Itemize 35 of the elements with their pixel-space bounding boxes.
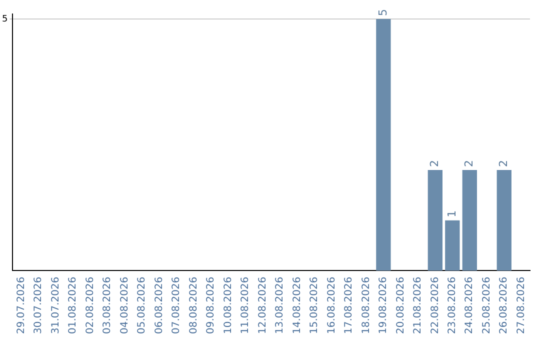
- x-tick-label: 12.08.2026: [257, 276, 268, 334]
- data-label: 2: [428, 160, 442, 168]
- x-tick-label: 16.08.2026: [326, 276, 338, 334]
- x-tick-label: 24.08.2026: [464, 276, 476, 334]
- x-tick-label: 18.08.2026: [360, 276, 372, 334]
- data-label: 2: [462, 160, 476, 168]
- x-tick-label: 14.08.2026: [292, 276, 303, 334]
- x-tick-label: 04.08.2026: [119, 276, 130, 334]
- x-tick-label: 06.08.2026: [154, 276, 165, 334]
- x-tick-label: 13.08.2026: [274, 276, 286, 334]
- data-label: 1: [445, 210, 458, 218]
- x-tick-label: 11.08.2026: [240, 276, 252, 334]
- x-tick-label: 01.08.2026: [68, 276, 79, 334]
- x-tick-label: 09.08.2026: [206, 276, 217, 334]
- data-label: 2: [496, 160, 510, 168]
- x-tick-label: 25.08.2026: [481, 276, 492, 334]
- x-tick-label: 19.08.2026: [378, 276, 390, 334]
- x-tick-label: 05.08.2026: [136, 276, 148, 334]
- x-tick-label: 21.08.2026: [412, 276, 424, 334]
- x-tick-label: 26.08.2026: [498, 276, 510, 334]
- x-tick-label: 17.08.2026: [344, 276, 355, 334]
- x-tick-label: 30.07.2026: [33, 276, 44, 334]
- x-tick-label: 23.08.2026: [447, 276, 458, 334]
- x-tick-label: 20.08.2026: [395, 276, 406, 334]
- x-tick-label: 10.08.2026: [222, 276, 234, 334]
- data-label: 5: [376, 9, 390, 16]
- x-tick-label: 02.08.2026: [84, 276, 96, 334]
- x-tick-label: 22.08.2026: [430, 276, 441, 334]
- x-tick-label: 29.07.2026: [16, 276, 27, 334]
- x-tick-label: 31.07.2026: [50, 276, 62, 334]
- x-tick-label: 07.08.2026: [171, 276, 182, 334]
- x-tick-label: 15.08.2026: [309, 276, 320, 334]
- x-tick-label: 27.08.2026: [516, 276, 527, 334]
- x-tick-label: 08.08.2026: [188, 276, 200, 334]
- x-tick-label: 03.08.2026: [102, 276, 114, 334]
